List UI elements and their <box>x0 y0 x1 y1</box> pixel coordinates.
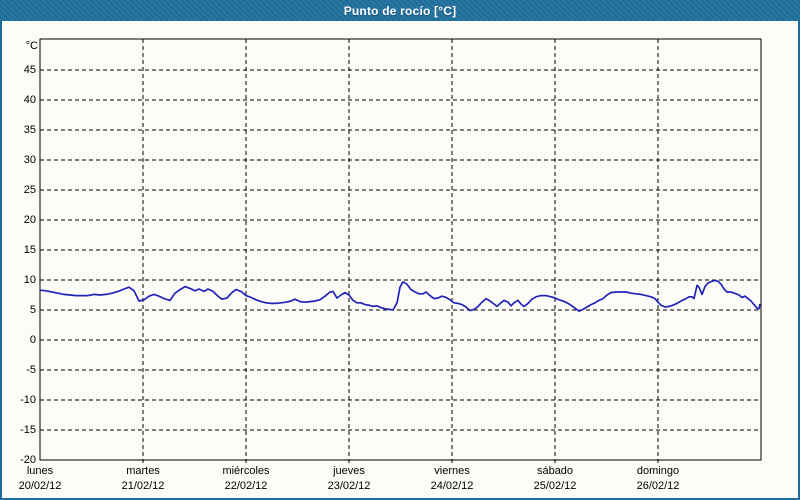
y-tick-label: 40 <box>23 94 36 106</box>
y-tick-label: 30 <box>23 154 36 166</box>
day-name: miércoles <box>222 465 270 477</box>
y-axis-unit-label: °C <box>25 40 38 52</box>
day-name: lunes <box>26 465 54 477</box>
y-tick-label: 20 <box>23 214 36 226</box>
dewpoint-series-line <box>39 279 761 313</box>
x-day-label: miércoles 22/02/12 <box>191 464 301 494</box>
day-name: martes <box>126 465 160 477</box>
y-tick-label: 25 <box>23 184 36 196</box>
y-tick-label: 5 <box>29 304 36 316</box>
day-date: 26/02/12 <box>636 480 680 492</box>
day-name: jueves <box>333 465 365 477</box>
y-tick-label: -20 <box>20 454 36 466</box>
day-date: 23/02/12 <box>327 480 371 492</box>
x-day-label: domingo 26/02/12 <box>603 464 713 494</box>
y-tick-label: 45 <box>23 64 36 76</box>
y-tick-label: 15 <box>23 244 36 256</box>
day-name: sábado <box>536 465 574 477</box>
y-tick-label: 35 <box>23 124 36 136</box>
chart-title: Punto de rocío [°C] <box>343 3 457 18</box>
x-day-label: lunes 20/02/12 <box>0 464 95 494</box>
x-day-label: jueves 23/02/12 <box>294 464 404 494</box>
y-tick-label: -10 <box>20 394 36 406</box>
window-titlebar: Punto de rocío [°C] <box>0 0 800 21</box>
day-date: 22/02/12 <box>224 480 268 492</box>
plot-frame <box>39 38 762 461</box>
y-tick-label: 10 <box>23 274 36 286</box>
x-day-label: sábado 25/02/12 <box>500 464 610 494</box>
day-name: viernes <box>434 465 470 477</box>
day-date: 25/02/12 <box>533 480 577 492</box>
x-day-label: viernes 24/02/12 <box>397 464 507 494</box>
y-tick-label: -15 <box>20 424 36 436</box>
day-name: domingo <box>636 465 680 477</box>
x-day-label: martes 21/02/12 <box>88 464 198 494</box>
day-date: 21/02/12 <box>121 480 165 492</box>
y-tick-label: 0 <box>29 334 36 346</box>
y-tick-label: -5 <box>26 364 36 376</box>
day-date: 20/02/12 <box>18 480 62 492</box>
day-date: 24/02/12 <box>430 480 474 492</box>
